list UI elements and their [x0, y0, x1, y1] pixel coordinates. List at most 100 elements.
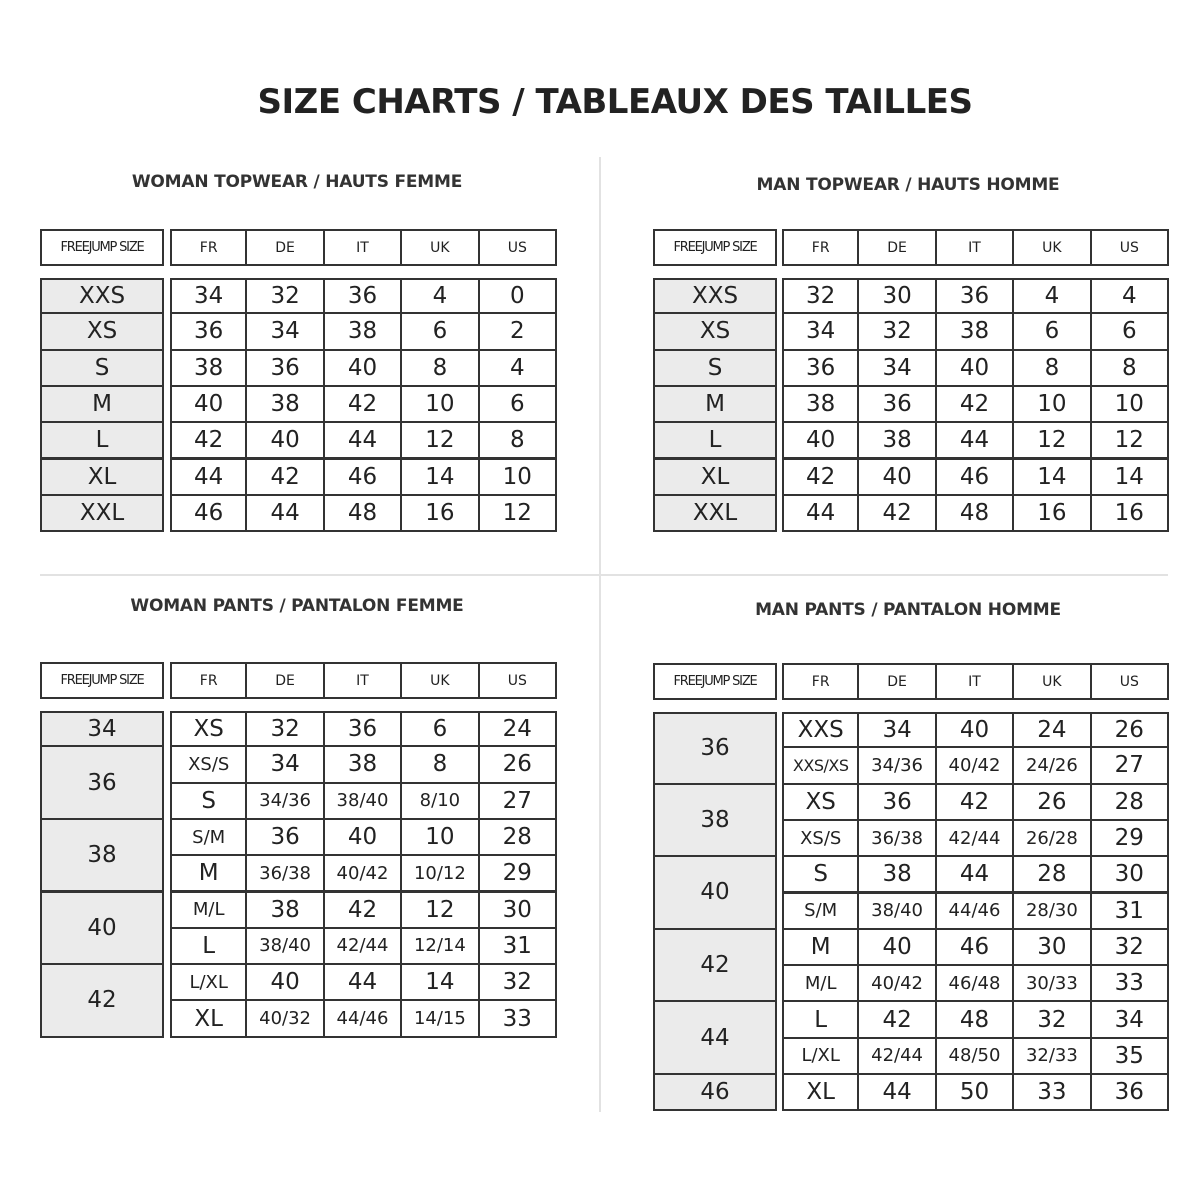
freejump-size-cell: L: [653, 421, 777, 460]
table-cell: 10: [1012, 384, 1092, 424]
table-cell: M/L: [782, 964, 860, 1003]
table-cell: 27: [477, 781, 557, 820]
table-cell: 48: [934, 493, 1015, 533]
table-cell: XS/S: [170, 745, 248, 784]
table-cell: 40: [857, 927, 937, 967]
table-cell: 27: [1089, 746, 1169, 785]
table-cell: 30: [1012, 927, 1092, 967]
table-cell: 46: [322, 457, 403, 496]
table-cell: 44/46: [934, 891, 1015, 930]
table-cell: 4: [400, 278, 480, 315]
horizontal-divider: [40, 574, 1168, 576]
table-cell: 26: [1089, 712, 1169, 749]
table-cell: 36/38: [857, 818, 937, 858]
section-title: MAN TOPWEAR / HAUTS HOMME: [756, 175, 1060, 195]
table-cell: 42: [782, 457, 860, 496]
table-cell: 12/14: [400, 926, 480, 966]
table-cell: 38: [934, 312, 1015, 351]
table-cell: 28: [477, 817, 557, 857]
table-cell: 38: [782, 384, 860, 424]
table-cell: L: [170, 926, 248, 966]
page-title: SIZE CHARTS / TABLEAUX DES TAILLES: [257, 82, 973, 122]
column-header-it: IT: [322, 229, 403, 266]
table-cell: 12: [400, 421, 480, 460]
table-cell: S/M: [170, 817, 248, 857]
table-cell: 42: [322, 890, 403, 929]
table-cell: 0: [477, 278, 557, 315]
table-cell: 42/44: [322, 926, 403, 966]
table-cell: 42: [857, 1000, 937, 1039]
table-cell: 44: [857, 1073, 937, 1112]
table-cell: XS: [782, 782, 860, 821]
table-cell: 38/40: [322, 781, 403, 820]
table-cell: 30: [857, 278, 937, 315]
table-cell: XXS: [782, 712, 860, 749]
table-cell: 46: [934, 927, 1015, 967]
table-cell: 44: [170, 457, 248, 496]
table-cell: 6: [400, 312, 480, 351]
table-cell: 42: [322, 384, 403, 424]
table-cell: 36: [322, 711, 403, 748]
size-header-cell: FREEJUMP SIZE: [40, 229, 164, 266]
table-cell: 40: [782, 421, 860, 460]
table-cell: 44: [934, 855, 1015, 894]
table-cell: 40: [245, 963, 325, 1002]
table-cell: 8: [400, 745, 480, 784]
table-cell: 24: [477, 711, 557, 748]
table-cell: 32: [245, 711, 325, 748]
table-cell: 34/36: [857, 746, 937, 785]
table-cell: 44: [322, 963, 403, 1002]
table-cell: 40: [934, 712, 1015, 749]
table-cell: 42/44: [857, 1036, 937, 1075]
table-cell: 36: [1089, 1073, 1169, 1112]
section-title: WOMAN TOPWEAR / HAUTS FEMME: [131, 172, 463, 192]
table-cell: L/XL: [782, 1036, 860, 1075]
column-header-it: IT: [934, 229, 1015, 266]
table-cell: 44: [322, 421, 403, 460]
table-cell: 14: [1089, 457, 1169, 496]
column-header-uk: UK: [1012, 229, 1092, 266]
table-cell: 36: [934, 278, 1015, 315]
table-cell: 10/12: [400, 854, 480, 893]
freejump-size-cell: S: [653, 348, 777, 387]
freejump-size-cell: XS: [40, 312, 164, 351]
vertical-divider: [599, 157, 601, 1112]
table-cell: 4: [1012, 278, 1092, 315]
table-cell: 34/36: [245, 781, 325, 820]
table-cell: 34: [782, 312, 860, 351]
table-cell: XL: [782, 1073, 860, 1112]
table-cell: 40: [245, 421, 325, 460]
table-cell: 32/33: [1012, 1036, 1092, 1075]
table-cell: 10: [400, 817, 480, 857]
column-header-de: DE: [857, 229, 937, 266]
table-cell: 26/28: [1012, 818, 1092, 858]
freejump-size-cell: XL: [40, 457, 164, 496]
table-cell: 34: [245, 745, 325, 784]
table-cell: XXS/XS: [782, 746, 860, 785]
column-header-us: US: [1089, 229, 1169, 266]
table-cell: 40: [322, 817, 403, 857]
table-cell: 36: [170, 312, 248, 351]
table-cell: 38/40: [245, 926, 325, 966]
freejump-size-cell: 46: [653, 1073, 777, 1112]
table-cell: 42: [170, 421, 248, 460]
table-cell: 4: [1089, 278, 1169, 315]
table-cell: 48/50: [934, 1036, 1015, 1075]
table-cell: 44/46: [322, 999, 403, 1038]
column-header-fr: FR: [170, 662, 248, 699]
table-cell: 8: [477, 421, 557, 460]
table-cell: 8/10: [400, 781, 480, 820]
freejump-size-cell: 36: [40, 745, 164, 820]
table-cell: XL: [170, 999, 248, 1038]
table-cell: 38: [857, 421, 937, 460]
table-cell: 8: [1089, 348, 1169, 387]
table-cell: 6: [477, 384, 557, 424]
table-cell: 36: [782, 348, 860, 387]
table-cell: 10: [1089, 384, 1169, 424]
table-cell: 48: [934, 1000, 1015, 1039]
table-cell: 28: [1012, 855, 1092, 894]
table-cell: M/L: [170, 890, 248, 929]
table-cell: 33: [1012, 1073, 1092, 1112]
table-cell: S: [782, 855, 860, 894]
table-cell: 38/40: [857, 891, 937, 930]
